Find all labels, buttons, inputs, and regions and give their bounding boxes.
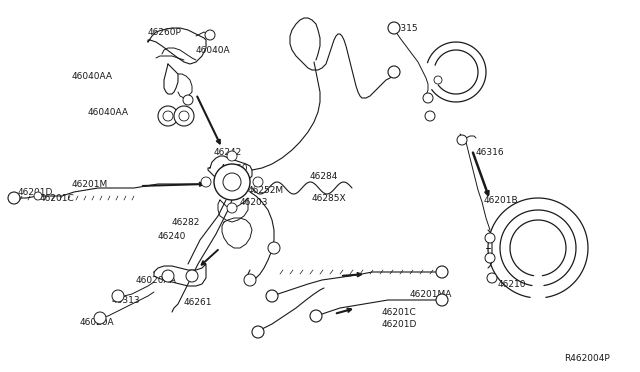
Text: 46315: 46315: [390, 24, 419, 33]
Text: 46201M: 46201M: [72, 180, 108, 189]
Circle shape: [388, 22, 400, 34]
Circle shape: [34, 192, 42, 200]
Circle shape: [186, 270, 198, 282]
Text: 46210: 46210: [498, 280, 527, 289]
Circle shape: [434, 76, 442, 84]
Circle shape: [487, 273, 497, 283]
Circle shape: [457, 135, 467, 145]
Text: 46040AA: 46040AA: [72, 72, 113, 81]
Text: 46201D: 46201D: [382, 320, 417, 329]
Text: 46201MA: 46201MA: [410, 290, 452, 299]
Text: 46201D: 46201D: [18, 188, 53, 197]
Text: 46261: 46261: [184, 298, 212, 307]
Circle shape: [223, 173, 241, 191]
Text: 46201B: 46201B: [484, 196, 518, 205]
Circle shape: [436, 266, 448, 278]
Circle shape: [201, 177, 211, 187]
Text: 46316: 46316: [476, 148, 504, 157]
Circle shape: [268, 242, 280, 254]
Text: 46201C: 46201C: [382, 308, 417, 317]
Circle shape: [253, 177, 263, 187]
Text: 46203: 46203: [240, 198, 269, 207]
Circle shape: [266, 290, 278, 302]
Circle shape: [227, 151, 237, 161]
Circle shape: [163, 111, 173, 121]
Text: 46285X: 46285X: [312, 194, 347, 203]
Circle shape: [205, 30, 215, 40]
Circle shape: [158, 106, 178, 126]
Text: 46284: 46284: [310, 172, 339, 181]
Text: 46020A: 46020A: [80, 318, 115, 327]
Text: 46313: 46313: [112, 296, 141, 305]
Circle shape: [227, 203, 237, 213]
Circle shape: [485, 233, 495, 243]
Circle shape: [310, 310, 322, 322]
Circle shape: [94, 312, 106, 324]
Circle shape: [174, 106, 194, 126]
Text: 46282: 46282: [172, 218, 200, 227]
Circle shape: [183, 95, 193, 105]
Text: 46201C: 46201C: [40, 194, 75, 203]
Circle shape: [436, 294, 448, 306]
Text: 46260P: 46260P: [148, 28, 182, 37]
Text: 46250: 46250: [220, 164, 248, 173]
Circle shape: [388, 66, 400, 78]
Circle shape: [425, 111, 435, 121]
Circle shape: [112, 290, 124, 302]
Circle shape: [8, 192, 20, 204]
Text: 46242: 46242: [214, 148, 243, 157]
Circle shape: [423, 93, 433, 103]
Circle shape: [179, 111, 189, 121]
Circle shape: [485, 253, 495, 263]
Circle shape: [244, 274, 256, 286]
Text: 46020AA: 46020AA: [136, 276, 177, 285]
Circle shape: [214, 164, 250, 200]
Circle shape: [162, 270, 174, 282]
Text: 46252M: 46252M: [248, 186, 284, 195]
Text: 46040A: 46040A: [196, 46, 230, 55]
Circle shape: [252, 326, 264, 338]
Text: R462004P: R462004P: [564, 354, 610, 363]
Text: 46240: 46240: [158, 232, 186, 241]
Text: 46040AA: 46040AA: [88, 108, 129, 117]
